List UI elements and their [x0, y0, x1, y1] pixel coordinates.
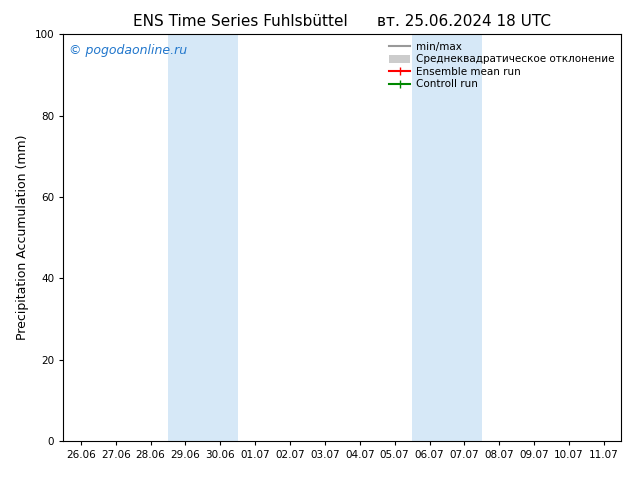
Title: ENS Time Series Fuhlsbüttel      вт. 25.06.2024 18 UTC: ENS Time Series Fuhlsbüttel вт. 25.06.20…	[133, 14, 552, 29]
Y-axis label: Precipitation Accumulation (mm): Precipitation Accumulation (mm)	[16, 135, 29, 341]
Text: © pogodaonline.ru: © pogodaonline.ru	[69, 45, 187, 57]
Legend: min/max, Среднеквадратическое отклонение, Ensemble mean run, Controll run: min/max, Среднеквадратическое отклонение…	[387, 40, 616, 92]
Bar	[168, 34, 238, 441]
Bar	[412, 34, 482, 441]
